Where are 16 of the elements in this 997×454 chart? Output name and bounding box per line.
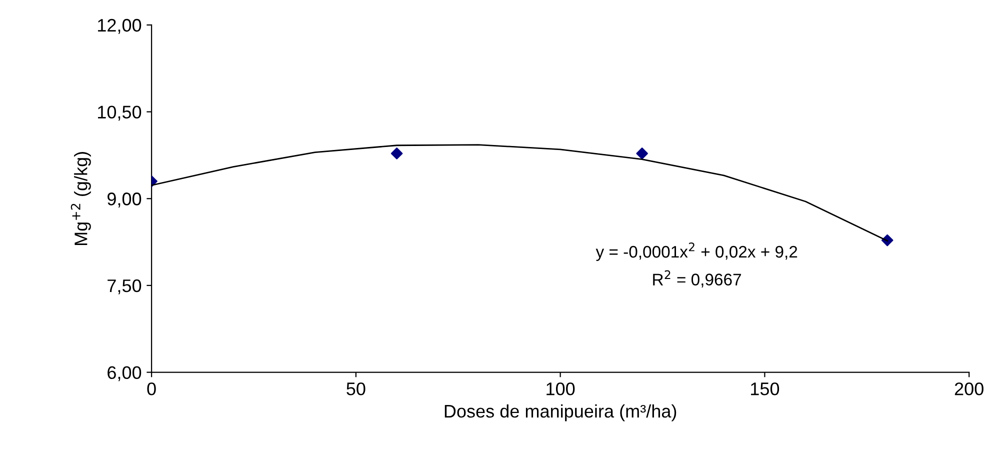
point	[636, 148, 648, 160]
x-tick-label: 0	[147, 382, 156, 396]
y-axis-title: Mg$^{+2}$ (g/kg)	[70, 152, 91, 245]
x-tick-label: 200	[954, 382, 984, 396]
x-tick-label: 50	[346, 382, 366, 396]
annotation: R$^{2}$ = 0,9667	[653, 270, 741, 288]
y-tick-label: 12,00	[98, 18, 142, 34]
x-axis-title: Doses de manipueira (m³/ha)	[444, 404, 676, 422]
y-tick-label: 7,50	[108, 279, 142, 294]
annotation: y = -0,0001x$^{2}$ + 0,02x + 9,2	[596, 242, 798, 261]
y-tick-label: 9,00	[108, 192, 142, 208]
point	[390, 148, 403, 160]
x-tick-label: 100	[546, 382, 575, 396]
y-tick-label: 10,50	[98, 106, 142, 121]
y-tick-label: 6,00	[108, 366, 142, 382]
x-tick-label: 150	[751, 382, 780, 396]
